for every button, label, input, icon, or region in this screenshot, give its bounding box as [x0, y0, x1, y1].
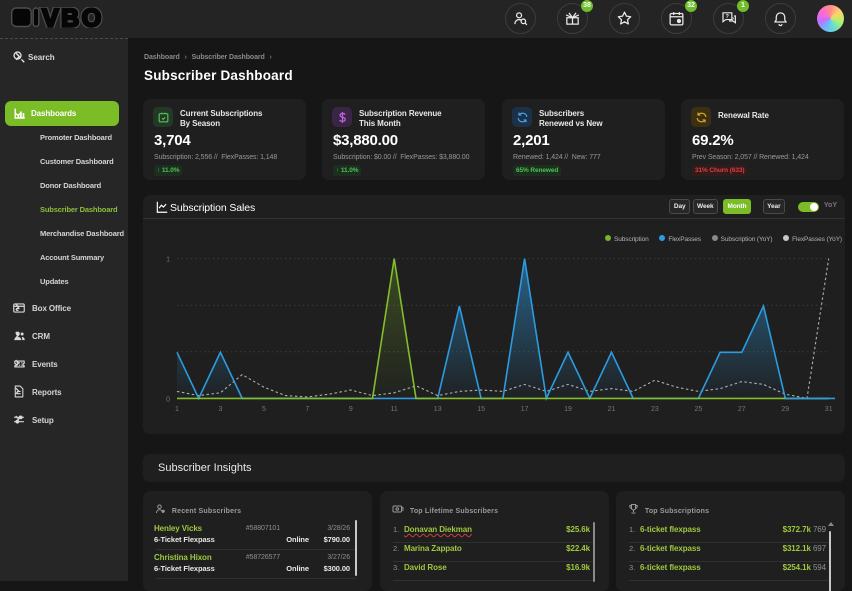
- svg-text:31: 31: [825, 406, 833, 413]
- svg-text:5: 5: [262, 406, 266, 413]
- svg-text:7: 7: [305, 406, 309, 413]
- svg-text:1: 1: [166, 257, 170, 264]
- svg-text:15: 15: [477, 406, 485, 413]
- svg-text:?: ?: [725, 14, 729, 20]
- svg-text:9: 9: [349, 406, 353, 413]
- svg-text:23: 23: [651, 406, 659, 413]
- svg-text:21: 21: [608, 406, 616, 413]
- svg-text:13: 13: [434, 406, 442, 413]
- svg-text:VBO: VBO: [42, 7, 104, 28]
- svg-text:1: 1: [175, 406, 179, 413]
- svg-text:3: 3: [218, 406, 222, 413]
- svg-text:17: 17: [521, 406, 529, 413]
- svg-text:0: 0: [166, 396, 170, 403]
- svg-text:19: 19: [564, 406, 572, 413]
- svg-text:29: 29: [781, 406, 789, 413]
- svg-text:25: 25: [695, 406, 703, 413]
- svg-text:?: ?: [731, 16, 734, 21]
- svg-text:11: 11: [391, 406, 398, 413]
- svg-text:27: 27: [738, 406, 746, 413]
